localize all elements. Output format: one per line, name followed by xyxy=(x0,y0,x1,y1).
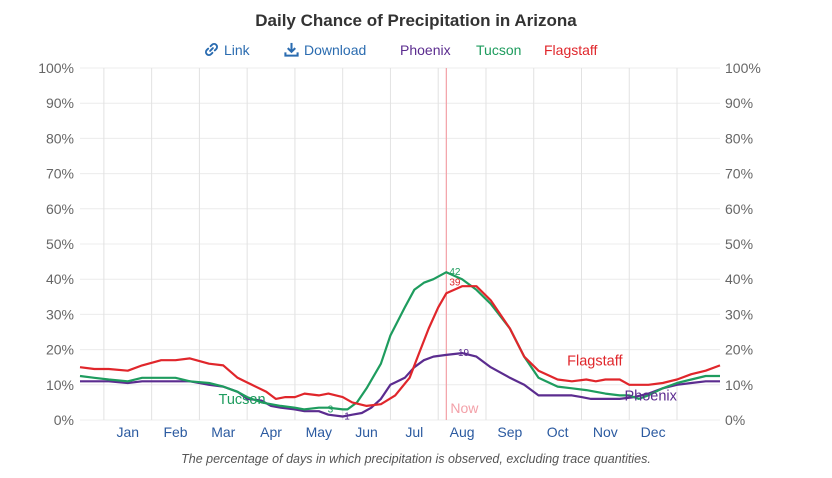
x-tick-label: Aug xyxy=(450,424,475,440)
x-tick-label: Jul xyxy=(405,424,423,440)
x-tick-label: Nov xyxy=(593,424,618,440)
x-tick-label: Jun xyxy=(355,424,378,440)
legend-item-flagstaff[interactable]: Flagstaff xyxy=(544,42,598,58)
series-line-phoenix xyxy=(80,352,720,418)
chart-footnote: The percentage of days in which precipit… xyxy=(181,452,651,466)
series-label-phoenix: Phoenix xyxy=(624,389,677,405)
x-tick-label: Sep xyxy=(497,424,522,440)
download-label: Download xyxy=(304,42,367,58)
y-tick-label-right: 70% xyxy=(725,166,753,182)
legend-item-tucson[interactable]: Tucson xyxy=(476,42,522,58)
x-tick-label: Jan xyxy=(116,424,139,440)
y-tick-label-left: 0% xyxy=(54,412,74,428)
y-tick-label-right: 10% xyxy=(725,377,753,393)
data-label-tucson: 3 xyxy=(328,404,334,415)
y-tick-label-left: 40% xyxy=(46,271,74,287)
y-tick-label-right: 0% xyxy=(725,412,745,428)
chart-toolbar: Link Download Phoenix Tucson Flagstaff xyxy=(0,40,832,60)
x-tick-label: Oct xyxy=(547,424,569,440)
y-tick-label-left: 90% xyxy=(46,95,74,111)
chart-title: Daily Chance of Precipitation in Arizona xyxy=(255,11,577,30)
download-icon xyxy=(284,42,299,57)
y-tick-label-right: 90% xyxy=(725,95,753,111)
y-tick-label-right: 30% xyxy=(725,306,753,322)
x-tick-label: Mar xyxy=(211,424,235,440)
series-line-tucson xyxy=(79,271,720,411)
series-label-flagstaff: Flagstaff xyxy=(567,353,623,369)
data-label-tucson: 42 xyxy=(449,267,461,278)
y-tick-label-left: 70% xyxy=(46,166,74,182)
y-tick-label-left: 30% xyxy=(46,306,74,322)
y-tick-label-left: 20% xyxy=(46,342,74,358)
y-tick-label-left: 100% xyxy=(38,60,74,76)
now-label: Now xyxy=(450,400,479,416)
y-tick-label-right: 50% xyxy=(725,236,753,252)
data-label-flagstaff: 39 xyxy=(449,278,461,289)
x-tick-label: Dec xyxy=(641,424,666,440)
series-line-flagstaff xyxy=(79,285,721,407)
link-button[interactable]: Link xyxy=(204,40,250,60)
y-tick-label-right: 20% xyxy=(725,342,753,358)
link-label: Link xyxy=(224,42,250,58)
y-tick-label-left: 50% xyxy=(46,236,74,252)
y-tick-label-right: 80% xyxy=(725,130,753,146)
y-tick-label-left: 80% xyxy=(46,130,74,146)
series-label-tucson: Tucson xyxy=(219,392,266,408)
download-button[interactable]: Download xyxy=(284,40,366,60)
data-label-phoenix: 1 xyxy=(344,411,350,422)
legend-item-phoenix[interactable]: Phoenix xyxy=(400,42,451,58)
y-tick-label-right: 100% xyxy=(725,60,761,76)
data-label-phoenix: 19 xyxy=(458,348,470,359)
x-tick-label: Feb xyxy=(163,424,187,440)
y-tick-label-right: 40% xyxy=(725,271,753,287)
x-tick-label: May xyxy=(306,424,332,440)
y-tick-label-left: 10% xyxy=(46,377,74,393)
link-icon xyxy=(205,43,218,56)
y-tick-label-left: 60% xyxy=(46,201,74,217)
y-tick-label-right: 60% xyxy=(725,201,753,217)
x-tick-label: Apr xyxy=(260,424,282,440)
